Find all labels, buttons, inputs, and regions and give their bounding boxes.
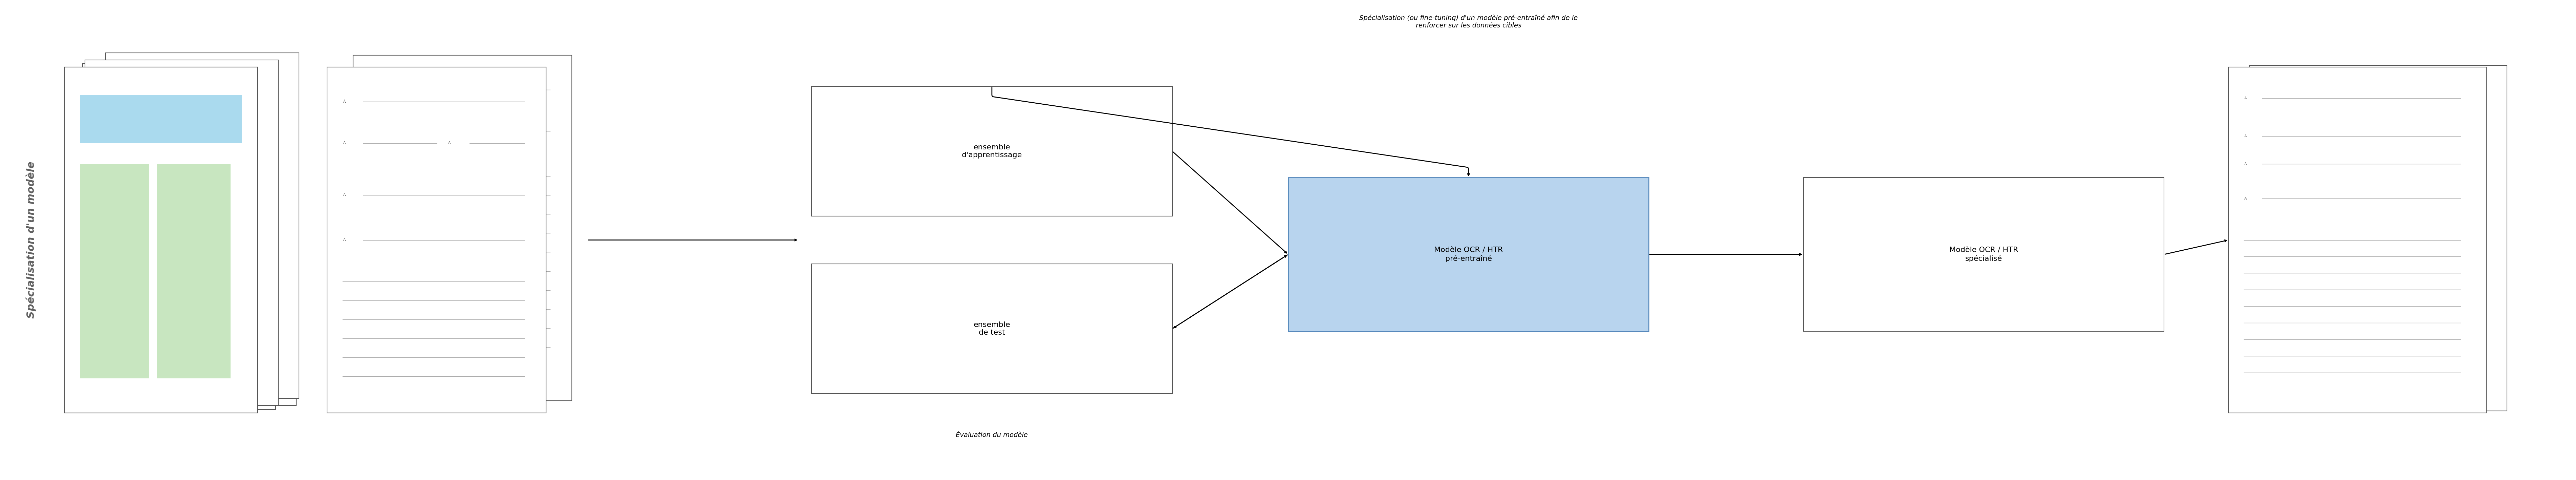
FancyBboxPatch shape: [118, 157, 157, 233]
FancyBboxPatch shape: [80, 171, 152, 378]
FancyBboxPatch shape: [98, 161, 170, 237]
FancyBboxPatch shape: [106, 53, 299, 398]
FancyBboxPatch shape: [167, 171, 245, 378]
FancyBboxPatch shape: [353, 55, 572, 401]
FancyBboxPatch shape: [80, 95, 242, 143]
Text: ensemble
d'apprentissage: ensemble d'apprentissage: [961, 144, 1023, 158]
FancyBboxPatch shape: [64, 67, 258, 413]
FancyBboxPatch shape: [103, 60, 296, 406]
FancyBboxPatch shape: [100, 160, 160, 243]
Text: Modèle OCR / HTR
spécialisé: Modèle OCR / HTR spécialisé: [1950, 247, 2017, 262]
Text: ensemble
de test: ensemble de test: [974, 322, 1010, 336]
FancyBboxPatch shape: [80, 164, 149, 378]
Text: A: A: [2244, 96, 2246, 100]
Text: A: A: [2244, 197, 2246, 200]
FancyBboxPatch shape: [811, 264, 1172, 394]
FancyBboxPatch shape: [80, 102, 245, 150]
FancyBboxPatch shape: [64, 67, 258, 413]
Text: A: A: [2244, 162, 2246, 166]
FancyBboxPatch shape: [327, 67, 546, 413]
Text: A: A: [343, 193, 345, 197]
FancyBboxPatch shape: [82, 64, 276, 409]
Text: A: A: [343, 141, 345, 145]
Text: A: A: [474, 129, 477, 133]
FancyBboxPatch shape: [121, 153, 155, 236]
Text: A: A: [368, 87, 371, 92]
FancyBboxPatch shape: [1803, 178, 2164, 331]
Text: A: A: [448, 141, 451, 145]
Text: Évaluation du modèle: Évaluation du modèle: [956, 432, 1028, 438]
Text: A: A: [368, 129, 371, 133]
Text: Spécialisation d'un modèle: Spécialisation d'un modèle: [26, 161, 36, 319]
FancyBboxPatch shape: [85, 60, 278, 406]
FancyBboxPatch shape: [2228, 67, 2486, 413]
FancyBboxPatch shape: [185, 161, 258, 237]
Text: A: A: [2244, 134, 2246, 138]
FancyBboxPatch shape: [121, 84, 227, 129]
FancyBboxPatch shape: [1288, 178, 1649, 331]
FancyBboxPatch shape: [100, 91, 237, 136]
Text: Spécialisation (ou fine-tuning) d'un modèle pré-entraîné afin de le
renforcer su: Spécialisation (ou fine-tuning) d'un mod…: [1360, 14, 1577, 29]
FancyBboxPatch shape: [811, 86, 1172, 216]
FancyBboxPatch shape: [118, 95, 252, 143]
Text: Modèle OCR / HTR
pré-entraîné: Modèle OCR / HTR pré-entraîné: [1435, 247, 1502, 262]
FancyBboxPatch shape: [98, 98, 255, 147]
FancyBboxPatch shape: [157, 164, 232, 378]
FancyBboxPatch shape: [165, 160, 237, 243]
Text: A: A: [343, 99, 345, 104]
FancyBboxPatch shape: [2249, 65, 2506, 411]
Text: A: A: [343, 238, 345, 242]
